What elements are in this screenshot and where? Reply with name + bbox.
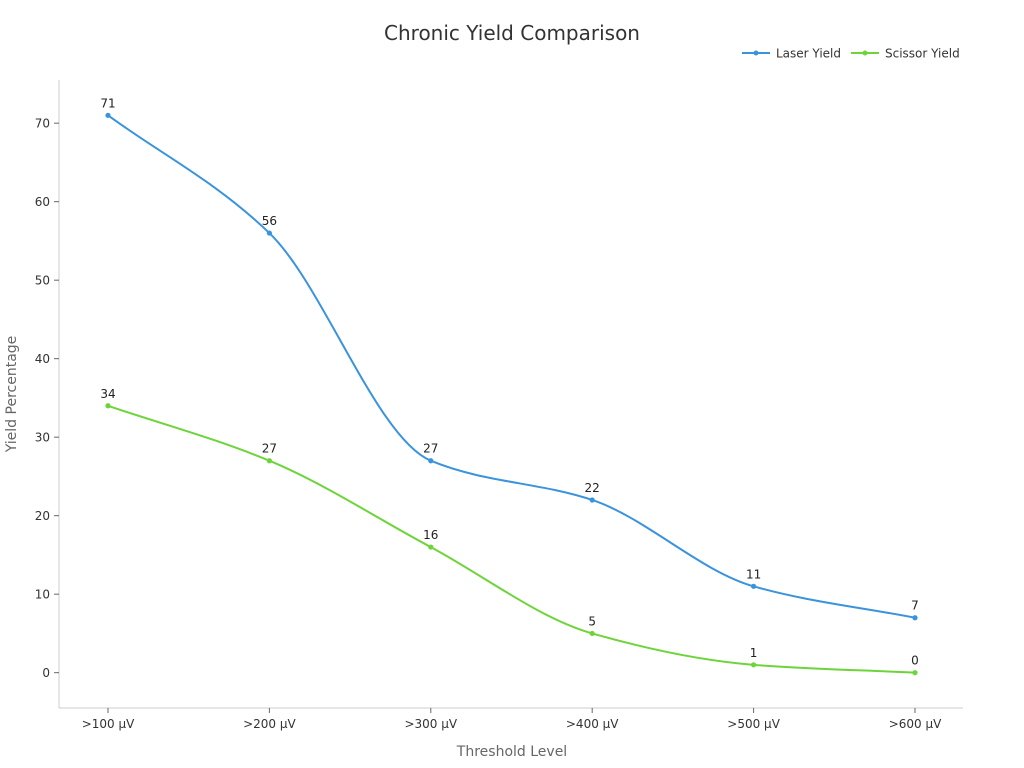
data-point-scissor-yield bbox=[266, 458, 272, 464]
y-tick-label: 60 bbox=[35, 195, 50, 209]
y-tick-label: 30 bbox=[35, 431, 50, 445]
data-label-scissor-yield: 34 bbox=[100, 387, 115, 401]
legend-marker-laser-yield bbox=[753, 50, 759, 56]
x-tick-label: >400 μV bbox=[566, 717, 619, 731]
legend-label-scissor-yield: Scissor Yield bbox=[885, 47, 960, 61]
data-label-scissor-yield: 1 bbox=[750, 646, 758, 660]
series-layer: 71 56 27 22 11 7 34 27 16 5 1 0 bbox=[100, 96, 919, 676]
y-tick-label: 50 bbox=[35, 274, 50, 288]
legend-label-laser-yield: Laser Yield bbox=[776, 47, 841, 61]
x-tick-label: >100 μV bbox=[82, 717, 135, 731]
data-label-laser-yield: 22 bbox=[585, 481, 600, 495]
data-point-scissor-yield bbox=[105, 403, 111, 409]
data-point-laser-yield bbox=[589, 497, 595, 503]
data-label-scissor-yield: 27 bbox=[262, 442, 277, 456]
data-label-laser-yield: 27 bbox=[423, 442, 438, 456]
x-tick-label: >500 μV bbox=[727, 717, 780, 731]
x-tick-label: >200 μV bbox=[243, 717, 296, 731]
y-tick-label: 10 bbox=[35, 588, 50, 602]
data-point-scissor-yield bbox=[751, 662, 757, 668]
x-tick-label: >600 μV bbox=[889, 717, 942, 731]
series-laser-yield: 71 56 27 22 11 7 bbox=[100, 96, 919, 621]
legend: Laser Yield Scissor Yield bbox=[742, 47, 960, 61]
data-point-laser-yield bbox=[428, 458, 434, 464]
y-tick-label: 40 bbox=[35, 352, 50, 366]
legend-marker-scissor-yield bbox=[862, 50, 868, 56]
legend-item-laser-yield[interactable]: Laser Yield bbox=[742, 47, 841, 61]
y-axis-ticks: 0 10 20 30 40 50 60 70 bbox=[35, 117, 59, 680]
y-tick-label: 70 bbox=[35, 117, 50, 131]
x-axis-ticks: >100 μV >200 μV >300 μV >400 μV >500 μV >600 … bbox=[82, 708, 942, 731]
data-label-laser-yield: 56 bbox=[262, 214, 277, 228]
data-label-laser-yield: 71 bbox=[100, 96, 115, 110]
data-point-scissor-yield bbox=[912, 670, 918, 676]
data-label-scissor-yield: 0 bbox=[911, 654, 919, 668]
data-point-scissor-yield bbox=[589, 630, 595, 637]
x-axis-title: Threshold Level bbox=[456, 744, 567, 760]
y-tick-label: 20 bbox=[35, 509, 50, 523]
series-line-laser-yield bbox=[107, 114, 916, 619]
data-label-laser-yield: 7 bbox=[911, 599, 919, 613]
data-point-laser-yield bbox=[266, 230, 272, 236]
legend-item-scissor-yield[interactable]: Scissor Yield bbox=[851, 47, 960, 61]
y-axis-title: Yield Percentage bbox=[4, 336, 20, 454]
series-scissor-yield: 34 27 16 5 1 0 bbox=[100, 387, 919, 676]
series-line-scissor-yield bbox=[107, 404, 916, 674]
data-point-laser-yield bbox=[912, 615, 918, 621]
data-label-scissor-yield: 16 bbox=[423, 528, 438, 542]
data-label-scissor-yield: 5 bbox=[588, 614, 596, 628]
y-tick-label: 0 bbox=[42, 666, 50, 680]
data-point-laser-yield bbox=[105, 112, 111, 118]
x-tick-label: >300 μV bbox=[404, 717, 457, 731]
data-point-laser-yield bbox=[751, 583, 757, 589]
data-point-scissor-yield bbox=[428, 544, 434, 550]
chart-title: Chronic Yield Comparison bbox=[384, 21, 640, 45]
data-label-laser-yield: 11 bbox=[746, 567, 761, 581]
